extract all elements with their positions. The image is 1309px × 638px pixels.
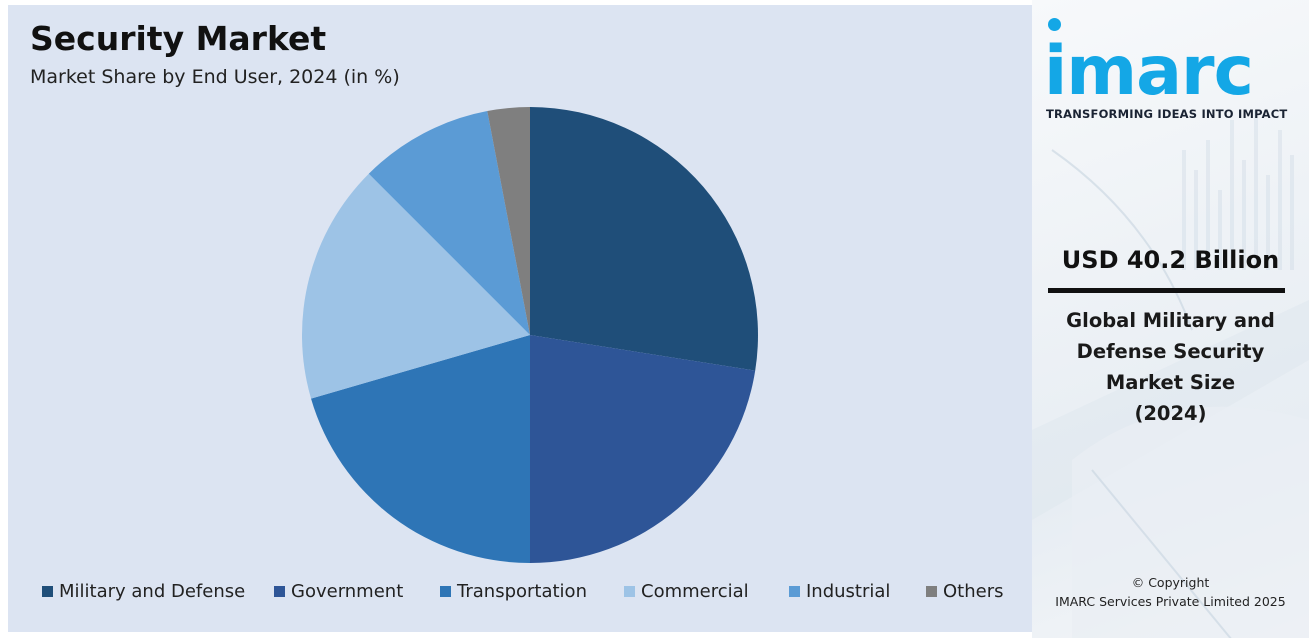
legend-item: Government (274, 581, 403, 602)
legend-label: Transportation (457, 581, 587, 602)
legend-item: Commercial (624, 581, 749, 602)
brand-panel: imarc TRANSFORMING IDEAS INTO IMPACT USD… (1032, 0, 1309, 638)
chart-subtitle: Market Share by End User, 2024 (in %) (30, 66, 400, 88)
legend-swatch (440, 586, 451, 597)
legend-swatch (42, 586, 53, 597)
pie-slice-others (487, 107, 530, 335)
logo-dot-icon (1048, 18, 1061, 31)
value-divider (1048, 288, 1285, 293)
legend-label: Government (291, 581, 404, 602)
description-line: Global Military and (1066, 309, 1275, 332)
chart-panel: Security Market Market Share by End User… (8, 5, 1032, 632)
legend-swatch (624, 586, 635, 597)
brand-tagline: TRANSFORMING IDEAS INTO IMPACT (1046, 107, 1288, 121)
legend-item: Industrial (789, 581, 890, 602)
legend-item: Military and Defense (42, 581, 245, 602)
legend-swatch (789, 586, 800, 597)
copyright: © Copyright IMARC Services Private Limit… (1032, 573, 1309, 611)
legend-label: Military and Defense (59, 581, 246, 602)
market-size-description: Global Military and Defense Security Mar… (1042, 305, 1299, 429)
brand-logo: imarc (1044, 32, 1254, 111)
description-line: (2024) (1134, 402, 1207, 425)
background-chart-decoration (1032, 110, 1309, 638)
pie-slice-commercial (301, 173, 530, 399)
legend: Military and Defense Government Transporta… (42, 581, 1032, 607)
legend-item: Transportation (440, 581, 587, 602)
pie-slice-industrial (368, 111, 530, 335)
description-line: Market Size (1105, 371, 1236, 394)
pie-slice-military-and-defense (530, 107, 758, 371)
market-size-value: USD 40.2 Billion (1061, 246, 1280, 274)
legend-label: Industrial (806, 581, 891, 602)
copyright-line: IMARC Services Private Limited 2025 (1055, 594, 1286, 609)
legend-swatch (926, 586, 937, 597)
description-line: Defense Security (1076, 340, 1265, 363)
legend-label: Others (943, 581, 1004, 602)
pie-slice-government (530, 335, 756, 563)
legend-item: Others (926, 581, 1004, 602)
legend-label: Commercial (641, 581, 749, 602)
copyright-line: © Copyright (1131, 575, 1210, 590)
legend-swatch (274, 586, 285, 597)
chart-title: Security Market (30, 19, 327, 58)
pie-slice-transportation (311, 335, 530, 563)
pie-chart (301, 107, 758, 563)
